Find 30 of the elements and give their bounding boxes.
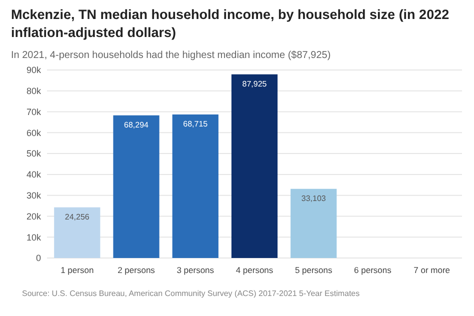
x-tick-label: 4 persons [236,265,274,275]
y-tick-label: 30k [26,190,42,200]
x-tick-label: 1 person [60,265,94,275]
x-tick-label: 5 persons [294,265,332,275]
x-tick-label: 6 persons [354,265,392,275]
x-tick-label: 7 or more [414,265,450,275]
chart-subtitle: In 2021, 4-person households had the highest median income ($87,925) [11,50,331,61]
y-tick-label: 0 [36,253,41,264]
y-tick-label: 40k [26,170,42,180]
y-tick-label: 70k [26,106,42,117]
data-label: 33,103 [301,194,326,203]
bar [54,207,100,258]
y-tick-label: 10k [26,232,42,242]
y-tick-label: 80k [26,86,42,96]
data-label: 24,256 [64,212,90,222]
bar [231,74,278,258]
bar [172,114,218,258]
data-label: 68,294 [124,120,150,130]
data-label: 87,925 [242,79,268,88]
bar [290,188,337,258]
bar [113,115,160,258]
source-note: Source: U.S. Census Bureau, American Community Survey (ACS) 2017-2021 5-Year Estimates [22,289,360,298]
chart-title: Mckenzie, TN median household income, by household size (in 2022 inflation-adjusted dollars) [11,7,450,40]
x-tick-label: 2 persons [118,265,155,275]
y-tick-label: 90k [26,65,42,76]
y-tick-label: 50k [26,148,42,159]
data-label: 68,715 [183,119,208,128]
y-tick-label: 60k [26,128,42,138]
x-tick-label: 3 persons [176,265,214,275]
y-tick-label: 20k [26,211,42,222]
